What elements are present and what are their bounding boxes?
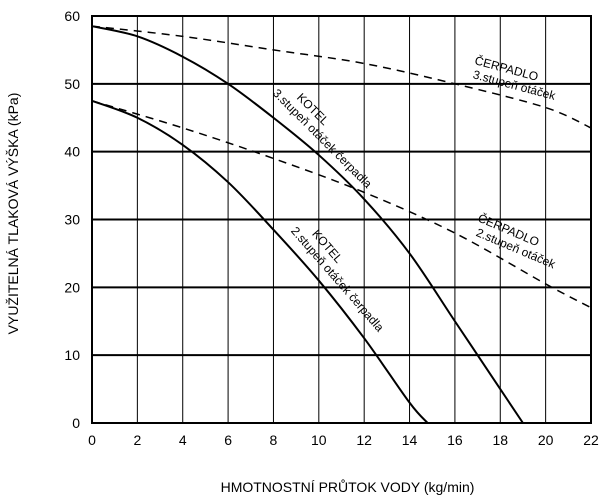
y-tick-label: 10 (64, 347, 80, 363)
x-tick-label: 8 (270, 432, 278, 448)
x-tick-label: 16 (447, 432, 463, 448)
y-tick-label: 50 (64, 76, 80, 92)
x-tick-label: 22 (583, 432, 599, 448)
y-tick-labels: 0 10 20 30 40 50 60 (64, 8, 80, 431)
x-tick-label: 0 (88, 432, 96, 448)
kotel-2-curve (91, 99, 429, 424)
x-tick-label: 6 (224, 432, 232, 448)
x-tick-label: 4 (179, 432, 187, 448)
x-tick-label: 18 (492, 432, 508, 448)
x-tick-labels: 0 2 4 6 8 10 12 14 16 18 20 22 (88, 432, 599, 448)
series-group (91, 25, 592, 424)
x-tick-label: 2 (133, 432, 141, 448)
y-tick-label: 30 (64, 212, 80, 228)
x-tick-label: 20 (538, 432, 554, 448)
x-tick-label: 12 (356, 432, 372, 448)
plot-frame (91, 15, 592, 424)
cerpadlo-3-curve (91, 25, 592, 129)
y-tick-label: 40 (64, 144, 80, 160)
y-tick-label: 60 (64, 8, 80, 24)
kotel-3-curve (91, 25, 524, 424)
y-axis-label: VYUŽITELNÁ TLAKOVÁ VÝŠKA (kPa) (5, 93, 21, 335)
y-tick-label: 0 (72, 415, 80, 431)
plot-border (91, 15, 592, 424)
x-tick-label: 14 (402, 432, 418, 448)
annotation-line: 2.stupeň otáček čerpadla (288, 224, 387, 335)
cerpadlo-2-curve (91, 100, 592, 309)
y-tick-label: 20 (64, 279, 80, 295)
x-tick-label: 10 (311, 432, 327, 448)
x-axis-label: HMOTNOSTNÍ PRŮTOK VODY (kg/min) (221, 478, 475, 495)
